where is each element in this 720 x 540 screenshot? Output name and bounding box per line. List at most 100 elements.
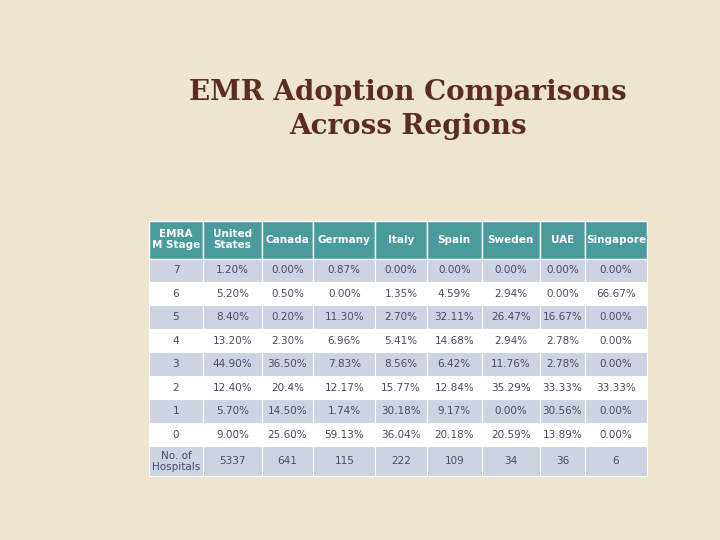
Text: 59.13%: 59.13% — [325, 429, 364, 440]
Bar — [313, 329, 375, 353]
Text: Italy: Italy — [388, 235, 414, 245]
Bar — [482, 259, 540, 282]
Text: 12.40%: 12.40% — [212, 383, 252, 393]
Bar — [585, 282, 647, 306]
Text: 2.94%: 2.94% — [494, 289, 527, 299]
Text: 0.00%: 0.00% — [438, 265, 471, 275]
Text: 33.33%: 33.33% — [596, 383, 636, 393]
Text: 0.00%: 0.00% — [546, 265, 579, 275]
Bar — [375, 400, 427, 423]
Text: 14.68%: 14.68% — [434, 336, 474, 346]
Bar — [540, 306, 585, 329]
Bar — [313, 446, 375, 476]
Bar — [427, 259, 482, 282]
Bar — [261, 282, 313, 306]
Text: 0.00%: 0.00% — [546, 289, 579, 299]
Bar — [313, 376, 375, 400]
Text: 36.04%: 36.04% — [382, 429, 421, 440]
Text: 0.00%: 0.00% — [600, 406, 632, 416]
Text: 9.17%: 9.17% — [438, 406, 471, 416]
Bar — [261, 423, 313, 446]
Bar — [375, 353, 427, 376]
Bar — [313, 259, 375, 282]
Bar — [427, 400, 482, 423]
Bar — [313, 423, 375, 446]
Text: 109: 109 — [444, 456, 464, 467]
Bar — [375, 259, 427, 282]
Text: 4.59%: 4.59% — [438, 289, 471, 299]
Bar — [540, 221, 585, 259]
Bar — [261, 400, 313, 423]
Bar — [427, 221, 482, 259]
Bar — [585, 423, 647, 446]
Text: 0.00%: 0.00% — [495, 265, 527, 275]
Bar — [375, 423, 427, 446]
Text: 0.00%: 0.00% — [600, 336, 632, 346]
Bar — [427, 353, 482, 376]
Bar — [482, 446, 540, 476]
Text: 26.47%: 26.47% — [491, 312, 531, 322]
Text: Canada: Canada — [266, 235, 310, 245]
Text: EMR Adoption Comparisons
Across Regions: EMR Adoption Comparisons Across Regions — [189, 79, 627, 140]
Bar — [203, 306, 261, 329]
Text: 0.00%: 0.00% — [600, 265, 632, 275]
Text: 2.70%: 2.70% — [384, 312, 418, 322]
Text: 1: 1 — [173, 406, 179, 416]
Text: 5.41%: 5.41% — [384, 336, 418, 346]
Text: United
States: United States — [213, 229, 252, 251]
Text: 641: 641 — [277, 456, 297, 467]
Bar — [585, 329, 647, 353]
Text: 14.50%: 14.50% — [268, 406, 307, 416]
Text: Spain: Spain — [438, 235, 471, 245]
Bar — [148, 259, 203, 282]
Text: 11.76%: 11.76% — [491, 359, 531, 369]
Bar — [375, 282, 427, 306]
Text: 5.20%: 5.20% — [216, 289, 249, 299]
Bar — [482, 376, 540, 400]
Bar — [585, 306, 647, 329]
Text: 8.40%: 8.40% — [216, 312, 249, 322]
Bar — [482, 306, 540, 329]
Text: 11.30%: 11.30% — [325, 312, 364, 322]
Text: 6: 6 — [173, 289, 179, 299]
Text: 0.50%: 0.50% — [271, 289, 304, 299]
Text: No. of
Hospitals: No. of Hospitals — [152, 450, 200, 472]
Text: 36: 36 — [556, 456, 569, 467]
Text: 5: 5 — [173, 312, 179, 322]
Bar — [203, 259, 261, 282]
Text: 5.70%: 5.70% — [216, 406, 249, 416]
Bar — [313, 400, 375, 423]
Bar — [313, 306, 375, 329]
Bar — [313, 221, 375, 259]
Bar — [585, 221, 647, 259]
Bar — [203, 221, 261, 259]
Text: 25.60%: 25.60% — [268, 429, 307, 440]
Bar — [148, 306, 203, 329]
Text: 0.00%: 0.00% — [495, 406, 527, 416]
Bar — [203, 400, 261, 423]
Text: 1.74%: 1.74% — [328, 406, 361, 416]
Text: 13.20%: 13.20% — [212, 336, 252, 346]
Text: EMRA
M Stage: EMRA M Stage — [152, 229, 200, 251]
Text: 6.96%: 6.96% — [328, 336, 361, 346]
Text: 2: 2 — [173, 383, 179, 393]
Bar — [313, 353, 375, 376]
Bar — [261, 329, 313, 353]
Bar — [261, 446, 313, 476]
Text: 1.20%: 1.20% — [216, 265, 249, 275]
Text: 222: 222 — [391, 456, 411, 467]
Bar — [540, 400, 585, 423]
Text: 16.67%: 16.67% — [542, 312, 582, 322]
Bar — [375, 446, 427, 476]
Bar — [482, 353, 540, 376]
Bar — [540, 423, 585, 446]
Text: 3: 3 — [173, 359, 179, 369]
Bar — [427, 446, 482, 476]
Text: 2.78%: 2.78% — [546, 359, 579, 369]
Bar — [427, 376, 482, 400]
Bar — [203, 446, 261, 476]
Text: 66.67%: 66.67% — [596, 289, 636, 299]
Text: 36.50%: 36.50% — [268, 359, 307, 369]
Text: 7: 7 — [173, 265, 179, 275]
Bar — [203, 423, 261, 446]
